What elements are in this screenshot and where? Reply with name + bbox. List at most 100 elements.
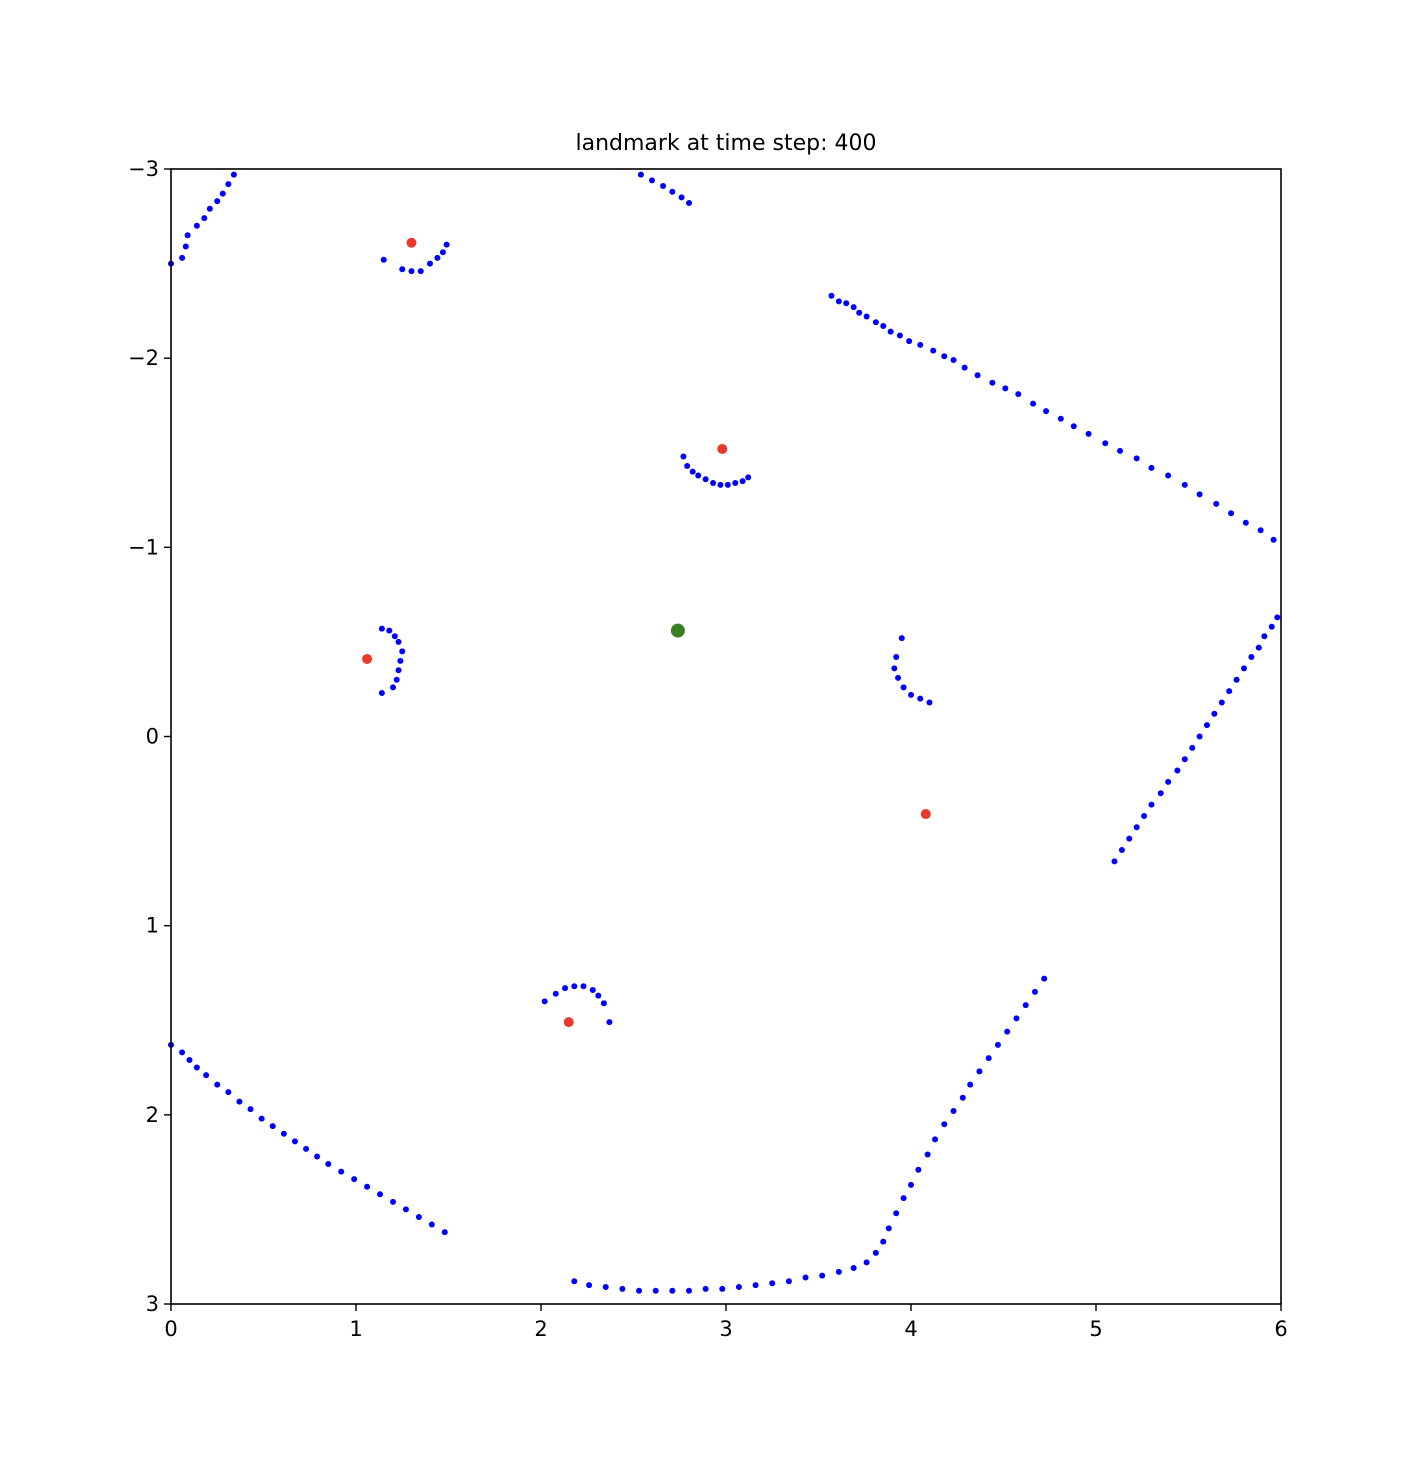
scan-point — [378, 689, 385, 696]
scan-point — [434, 254, 441, 261]
scan-point — [595, 992, 602, 999]
scan-point — [689, 468, 696, 475]
scan-point — [619, 1285, 626, 1292]
scan-point — [402, 1206, 409, 1213]
scan-point — [1022, 1002, 1029, 1009]
scan-point — [872, 1249, 879, 1256]
y-axis: −3 −2 −1 0 1 2 3 — [128, 157, 171, 1316]
scan-point — [880, 1238, 887, 1245]
scan-point — [393, 676, 400, 683]
scan-point — [1111, 858, 1118, 865]
scan-point — [1242, 519, 1249, 526]
scan-point — [1248, 654, 1255, 661]
landmark-points — [362, 237, 931, 1028]
scan-point — [717, 481, 724, 488]
scan-point — [1013, 1015, 1020, 1022]
scan-point — [926, 699, 933, 706]
scan-point — [739, 478, 746, 485]
scan-point — [1057, 415, 1064, 422]
scan-point — [193, 222, 200, 229]
scan-point — [186, 1056, 193, 1063]
scan-point — [1118, 847, 1125, 853]
scan-point — [702, 1285, 709, 1292]
scan-point — [380, 256, 387, 263]
scan-point — [950, 357, 957, 364]
scan-point — [1226, 688, 1233, 695]
scan-point — [680, 453, 687, 460]
scan-point — [1004, 1028, 1011, 1035]
robot-point — [670, 623, 685, 638]
scan-point — [637, 171, 644, 178]
scan-point — [1196, 733, 1203, 740]
scan-point — [802, 1274, 809, 1281]
scan-point — [225, 181, 232, 188]
scan-point — [214, 1081, 221, 1088]
scan-point — [1157, 790, 1164, 797]
scan-point — [850, 1265, 857, 1272]
scan-point — [606, 1019, 613, 1026]
scan-point — [652, 1287, 659, 1294]
scan-point — [602, 1283, 609, 1290]
y-tick-label: −3 — [128, 157, 159, 181]
scan-point — [1133, 455, 1140, 462]
scan-point — [291, 1138, 298, 1145]
x-tick-label: 3 — [719, 1317, 732, 1341]
scan-point — [1043, 408, 1050, 415]
scan-point — [1218, 699, 1225, 706]
scan-point — [941, 353, 948, 360]
scan-point — [863, 313, 870, 320]
y-tick-label: −2 — [128, 346, 159, 370]
scan-point — [835, 1268, 842, 1275]
scan-point — [1213, 500, 1220, 507]
scan-point — [1270, 536, 1277, 543]
scan-point — [974, 372, 981, 379]
scan-point — [887, 328, 894, 335]
scan-point — [930, 347, 937, 354]
scan-point — [1165, 472, 1172, 479]
scan-point — [1228, 510, 1235, 517]
landmark-point — [717, 443, 728, 454]
x-tick-label: 5 — [1089, 1317, 1102, 1341]
scan-point — [589, 986, 596, 993]
scan-point — [1204, 722, 1210, 729]
scan-point — [1261, 633, 1268, 640]
landmark-point — [563, 1017, 574, 1028]
scan-point — [1085, 430, 1092, 437]
scan-point — [214, 198, 221, 205]
scan-point — [702, 476, 709, 483]
scan-point — [893, 1210, 900, 1217]
scan-point — [669, 1287, 676, 1294]
scan-point — [906, 338, 913, 345]
scan-point — [959, 1094, 966, 1101]
chart-title: landmark at time step: 400 — [576, 131, 877, 156]
scan-point — [541, 998, 548, 1005]
scan-point — [989, 379, 996, 386]
scan-point — [908, 1181, 914, 1188]
scan-point — [1070, 423, 1077, 430]
scan-point — [710, 480, 717, 487]
scan-point — [1257, 527, 1264, 534]
scan-point — [735, 1283, 742, 1290]
scan-point — [571, 1278, 578, 1285]
scan-point — [684, 462, 691, 469]
y-tick-label: 0 — [146, 725, 159, 749]
scan-point — [769, 1280, 776, 1287]
scan-point — [636, 1287, 643, 1294]
scan-point — [843, 300, 850, 307]
scan-point — [967, 1081, 974, 1088]
scan-point — [900, 684, 907, 691]
scan-point — [338, 1168, 345, 1175]
scan-point — [941, 1121, 948, 1128]
scan-point — [314, 1153, 321, 1160]
scan-point — [225, 1089, 232, 1096]
scan-point — [182, 243, 189, 250]
scan-point — [395, 638, 402, 645]
scan-point — [1041, 975, 1048, 982]
x-axis: 0 1 2 3 4 5 6 — [164, 1304, 1288, 1341]
scan-point — [669, 188, 676, 195]
scan-point — [377, 1191, 384, 1198]
scan-point — [562, 985, 569, 992]
scan-points — [168, 171, 1281, 1294]
landmark-point — [406, 237, 417, 248]
